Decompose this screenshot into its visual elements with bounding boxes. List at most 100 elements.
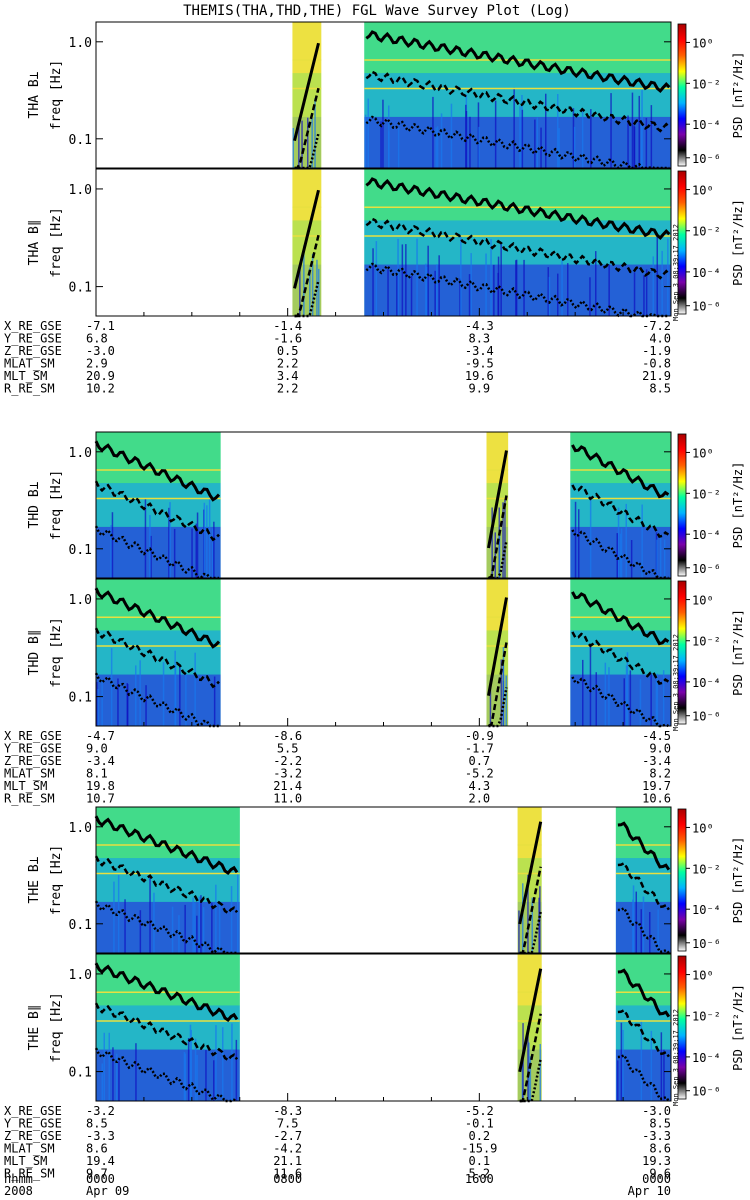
ephemeris-value: -3.3 [642,1129,671,1143]
gyro-curve-dashed [294,234,320,318]
spectrum-streak [640,909,642,953]
spectrum-streak [192,897,194,953]
spectrum-streak [531,897,533,953]
spectrum-streak [405,244,407,316]
spectrum-streak [663,1049,665,1101]
spectrum-streak [112,1047,114,1101]
spectrum-streak [149,515,151,578]
freq-axis-label: freq [Hz] [49,207,64,277]
gyro-curve-dashed [94,1002,239,1062]
spectrum-streak [643,275,645,316]
ephemeris-row-label: Z_RE_GSE [4,344,62,358]
y-tick-label: 1.0 [69,36,92,51]
ephemeris-value: -2.7 [273,1129,302,1143]
spectrum-streak [135,665,137,726]
spectrum-band-high [96,954,240,1006]
spectrum-streak [663,539,666,578]
spectrum-streak [96,682,98,726]
spectrogram-panel-the-perp: 1.0 0.1 THE B⊥ freq [Hz] 10⁰ 10⁻² 10⁻⁴ 10⁻⁶ PSD … [27,806,745,955]
spectrum-streak [388,131,390,168]
colorbar-tick-label: 10⁻⁶ [692,562,721,576]
ephemeris-row-label: MLAT_SM [4,767,55,781]
spectrum-streak [589,499,592,578]
panel-label: THD B∥ [27,630,42,676]
spectrum-streak [545,93,547,168]
ephemeris-value: 21.4 [273,779,302,793]
gyro-curve-dashed [94,855,239,915]
colorbar-label: PSD [nT²/Hz] [731,462,745,549]
colorbar-tick-label: 10⁻⁴ [692,1051,721,1065]
ephemeris-value: -4.2 [273,1142,302,1156]
spectrum-streak [202,907,205,953]
gyro-curve-solid [94,440,221,502]
panel-frame [95,21,672,169]
ephemeris-value: -5.2 [465,1104,494,1118]
ephemeris-value: 9.9 [468,382,490,396]
spectrum-streak [375,241,378,316]
ephemeris-value: 0.2 [468,1129,490,1143]
ephemeris-value: 8.1 [86,767,108,781]
spectrum-streak [434,270,436,316]
spectrum-streak [127,684,129,726]
spectrum-streak [625,503,627,578]
ephemeris-table-tha: X_RE_GSE -7.1 -1.4 -4.3 -7.2 Y_RE_GSE 6.8 -1.6 8… [4,308,672,396]
gyro-curve-solid [571,591,670,646]
colorbar-tick-label: 10⁻⁶ [692,152,721,166]
spectrum-streak [101,679,103,726]
spectrum-streak [179,667,181,726]
spectrum-streak [640,1020,643,1101]
spectrum-streak [196,512,199,578]
spectrum-streak [589,646,592,726]
spectrum-streak [604,662,607,726]
gyro-curve-solid [617,968,671,1018]
gyro-curve-dashed [519,866,542,955]
spectrum-streak [416,238,418,316]
y-tick-label: 0.1 [69,281,92,296]
spectrum-streak [135,1043,137,1101]
spectrum-streak [667,238,669,316]
spectrum-streak [184,904,186,953]
ephemeris-value: -1.4 [273,319,302,333]
gyro-curve-dashed [365,217,671,280]
gyro-curve-dotted [571,529,669,580]
spectrum-streak [101,1063,103,1101]
spectrum-streak [638,95,640,168]
spectrum-streak [523,259,525,316]
time-axis-row-label: 2008 [4,1184,33,1198]
ephemeris-value: 4.0 [649,332,671,346]
spectrum-streak [650,672,652,726]
spectrum-streak [150,535,152,578]
spectrum-streak [627,115,629,168]
ephemeris-value: -0.1 [465,1117,494,1131]
spectrum-streak [617,507,620,578]
y-tick-label: 1.0 [69,446,92,461]
panel-frame [95,806,672,954]
spectrum-streak [185,673,187,726]
spectrum-streak [659,535,662,578]
ephemeris-value: 10.2 [86,382,115,396]
spectrum-streak [387,269,389,316]
spectrum-streak [557,94,559,168]
spectrum-streak [213,521,215,578]
spectrum-band-high [570,579,671,631]
colorbar-label: PSD [nT²/Hz] [731,837,745,924]
spectrum-streak [558,128,560,168]
spectrum-streak [652,256,654,316]
ephemeris-value: 21.9 [642,369,671,383]
ephemeris-value: -2.2 [273,754,302,768]
spectrum-streak [364,114,367,168]
ephemeris-value: -3.2 [86,1104,115,1118]
gyro-curve-solid [94,815,239,875]
spectrum-streak [502,647,505,726]
ephemeris-value: 19.3 [642,1154,671,1168]
ephemeris-row-label: Y_RE_GSE [4,742,62,756]
spectrum-streak [657,909,659,953]
spectrum-streak [518,910,520,953]
ephemeris-row-label: X_RE_GSE [4,1104,62,1118]
spectrum-streak [117,875,120,953]
spectrum-streak [491,507,493,578]
spectrum-streak [230,886,233,953]
gyro-curve-solid [487,597,508,696]
ephemeris-value: 9.7 [86,1167,108,1181]
